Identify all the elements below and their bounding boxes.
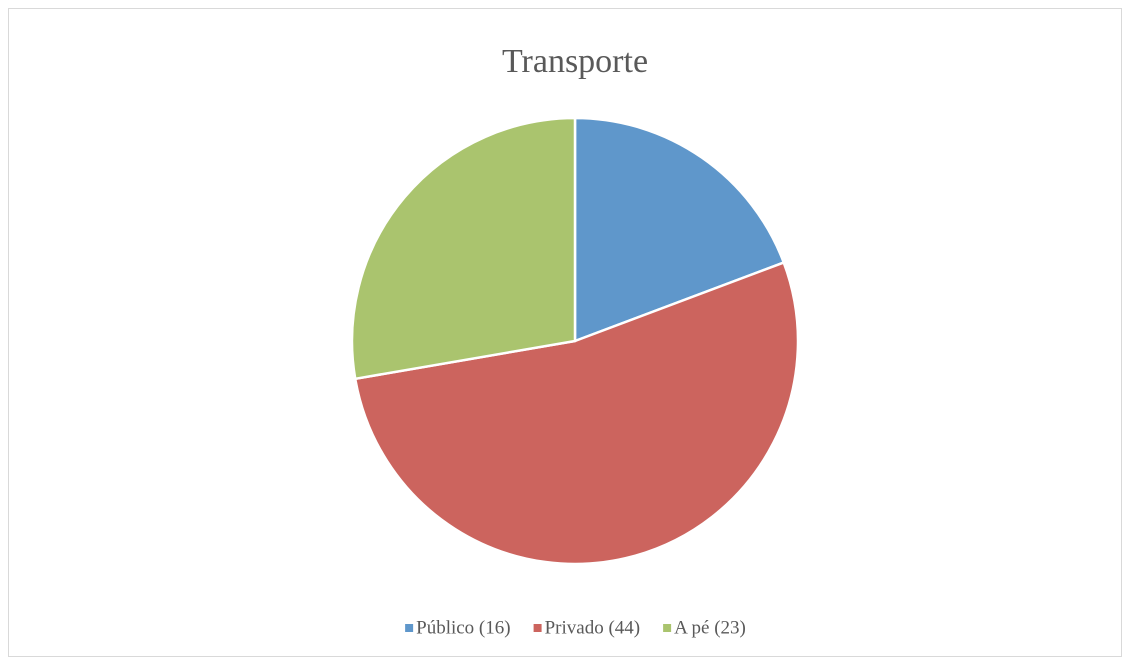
legend-label: Privado (44) <box>545 617 641 638</box>
pie-slice <box>573 116 786 343</box>
legend-swatch <box>663 624 672 632</box>
legend-swatch <box>533 624 542 632</box>
legend-swatch <box>405 624 414 632</box>
legend-label: A pé (23) <box>674 617 746 638</box>
legend-label: Público (16) <box>416 617 510 638</box>
chart-title: Transporte <box>502 43 648 80</box>
pie-slice <box>350 116 577 381</box>
pie-slice <box>353 260 800 566</box>
